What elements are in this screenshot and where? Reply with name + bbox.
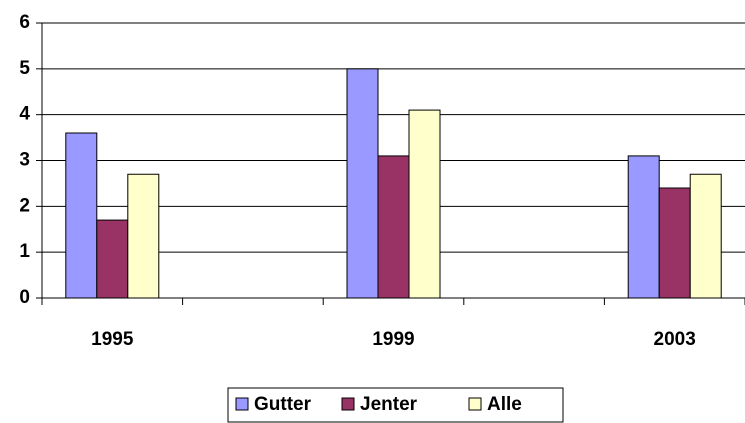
legend-label: Alle bbox=[487, 394, 522, 415]
bar bbox=[658, 187, 691, 299]
legend: Gutter Jenter Alle bbox=[227, 387, 564, 423]
y-tick-label: 0 bbox=[19, 287, 30, 308]
legend-swatch bbox=[468, 397, 482, 411]
bar bbox=[96, 219, 129, 299]
x-tick-label: 2003 bbox=[654, 329, 696, 350]
bar bbox=[346, 68, 379, 299]
y-tick-label: 5 bbox=[19, 58, 30, 79]
legend-label: Jenter bbox=[360, 394, 418, 415]
bar bbox=[408, 109, 441, 299]
y-tick-label: 4 bbox=[19, 104, 30, 125]
legend-swatch bbox=[341, 397, 355, 411]
y-tick-label: 3 bbox=[19, 150, 30, 171]
bar bbox=[127, 173, 160, 299]
bar bbox=[689, 173, 722, 299]
legend-box bbox=[227, 387, 564, 423]
legend-label: Gutter bbox=[254, 394, 312, 415]
bar bbox=[65, 132, 98, 299]
bar bbox=[627, 155, 660, 299]
y-tick-label: 6 bbox=[19, 12, 30, 33]
x-tick-label: 1995 bbox=[91, 329, 134, 350]
x-tick-label: 1999 bbox=[372, 329, 414, 350]
y-tick-label: 1 bbox=[19, 241, 30, 262]
y-tick-label: 2 bbox=[19, 195, 30, 216]
bar bbox=[377, 155, 410, 299]
legend-swatch bbox=[235, 397, 249, 411]
